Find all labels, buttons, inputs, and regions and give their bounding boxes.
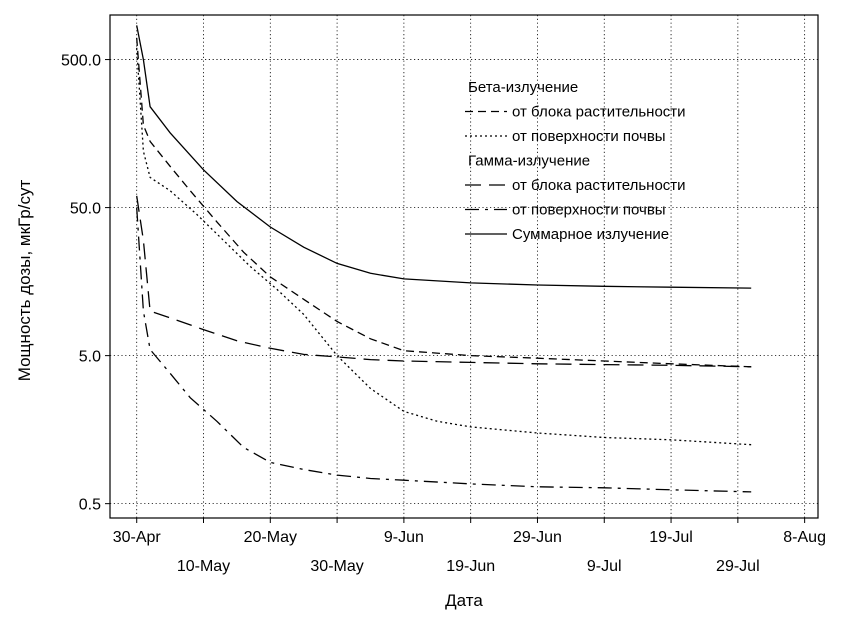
y-tick-label: 500.0 — [61, 53, 101, 70]
y-tick-label: 50.0 — [70, 201, 101, 218]
legend: Бета-излучение от блока растительности от … — [465, 79, 686, 243]
legend-label-0: от блока растительности — [512, 104, 686, 121]
series-line-3 — [136, 207, 752, 493]
y-tick-label: 5.0 — [79, 349, 101, 366]
grid-layer — [110, 15, 818, 518]
legend-label-4: Суммарное излучение — [512, 226, 669, 243]
series-line-2 — [136, 195, 752, 368]
y-axis-title: Мощность дозы, мкГр/сут — [15, 180, 34, 382]
x-tick-label: 10-May — [177, 558, 230, 575]
x-tick-label: 29-Jul — [716, 558, 760, 575]
y-tick-label: 0.5 — [79, 497, 101, 514]
x-tick-label: 29-Jun — [513, 529, 562, 546]
x-tick-label: 8-Aug — [783, 529, 826, 546]
legend-label-1: от поверхности почвы — [512, 128, 666, 145]
x-tick-label: 30-May — [310, 558, 363, 575]
tick-layer: 30-Apr 10-May 20-May 30-May 9-Jun 19-Jun 29-Ju… — [61, 53, 826, 575]
legend-label-2: от блока растительности — [512, 177, 686, 194]
series-line-1 — [136, 47, 752, 446]
series-line-4 — [136, 25, 752, 289]
x-tick-label: 19-Jul — [649, 529, 693, 546]
plot-frame — [109, 14, 819, 519]
x-tick-label: 19-Jun — [446, 558, 495, 575]
x-tick-label: 9-Jul — [587, 558, 622, 575]
legend-label-3: от поверхности почвы — [512, 202, 666, 219]
legend-group-header-0: Бета-излучение — [468, 79, 578, 96]
legend-group-header-1: Гамма-излучение — [468, 153, 590, 170]
series-line-0 — [136, 37, 752, 368]
x-tick-label: 20-May — [244, 529, 297, 546]
series-layer — [136, 25, 752, 493]
x-tick-label: 9-Jun — [384, 529, 424, 546]
x-tick-label: 30-Apr — [113, 529, 162, 546]
x-axis-title: Дата — [445, 591, 483, 610]
